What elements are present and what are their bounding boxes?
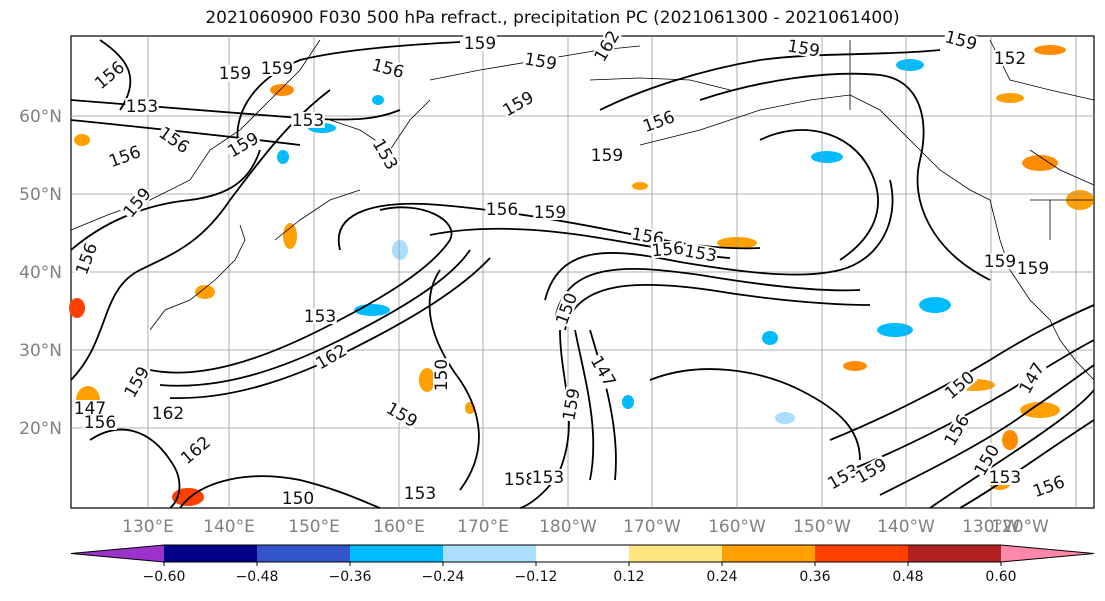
contour-label-text: 156 bbox=[651, 239, 685, 262]
lon-label: 150°E bbox=[288, 517, 340, 537]
lon-label: 170°E bbox=[457, 517, 509, 537]
colorbar-tick-label: 0.24 bbox=[706, 569, 737, 585]
contour-lines bbox=[70, 39, 1095, 509]
contour-label-text: 159 bbox=[1017, 259, 1049, 279]
contour-label: 156 bbox=[630, 224, 666, 250]
lon-label: 130°E bbox=[122, 517, 174, 537]
colorbar-tick-label: −0.12 bbox=[515, 569, 558, 585]
contour-label: 153 bbox=[291, 111, 325, 131]
colorbar: −0.60 −0.48 −0.36 −0.24 −0.12 0.12 0.24 0.36 0.4… bbox=[70, 544, 1095, 585]
contour-label: 153 bbox=[403, 484, 437, 504]
colorbar-swatch bbox=[71, 545, 164, 562]
contour-label: 156 bbox=[485, 200, 519, 220]
contour-label-text: 153 bbox=[404, 484, 436, 504]
colorbar-swatch bbox=[257, 545, 350, 562]
colorbar-swatch bbox=[443, 545, 536, 562]
contour-label: 150 bbox=[281, 489, 315, 509]
contour-label-text: 159 bbox=[534, 203, 566, 223]
contour-label: 162 bbox=[151, 404, 185, 424]
contour-label: 159 bbox=[590, 146, 624, 166]
colorbar-tick-label: 0.36 bbox=[799, 569, 830, 585]
contour-label: 159 bbox=[463, 34, 497, 54]
contour-label-text: 150 bbox=[282, 489, 314, 509]
lat-label: 50°N bbox=[19, 185, 62, 205]
contour-label: 159 bbox=[533, 203, 567, 223]
colorbar-swatch bbox=[164, 545, 257, 562]
lat-label: 40°N bbox=[19, 263, 62, 283]
colorbar-swatch bbox=[350, 545, 443, 562]
colorbar-tick-label: 0.12 bbox=[613, 569, 644, 585]
lon-label: 170°W bbox=[623, 517, 681, 537]
contour-label-text: 159 bbox=[464, 34, 496, 54]
contour-label: 159 bbox=[260, 59, 294, 79]
contour-label-text: 153 bbox=[126, 97, 158, 117]
contour-label: 159 bbox=[559, 386, 585, 422]
contour-label-text: 153 bbox=[292, 111, 324, 131]
contour-label-text: 153 bbox=[989, 468, 1021, 488]
colorbar-tick-label: −0.36 bbox=[329, 569, 372, 585]
lon-label: 180°W bbox=[539, 517, 597, 537]
colorbar-swatch bbox=[1001, 545, 1094, 562]
coastlines bbox=[70, 39, 1095, 381]
contour-label: 153 bbox=[988, 468, 1022, 488]
contour-label-text: 162 bbox=[152, 404, 184, 424]
contour-label: 159 bbox=[983, 252, 1017, 272]
lon-label: 140°E bbox=[203, 517, 255, 537]
lon-label: 130°W bbox=[962, 517, 1020, 537]
contour-label-text: 158 bbox=[504, 470, 536, 490]
colorbar-swatch bbox=[908, 545, 1001, 562]
colorbar-tick-label: −0.24 bbox=[422, 569, 465, 585]
contour-label: 156 bbox=[106, 142, 144, 172]
lon-label: 120°W bbox=[991, 517, 1049, 537]
colorbar-tick-label: 0.48 bbox=[892, 569, 923, 585]
contour-label-text: 159 bbox=[219, 64, 251, 84]
contour-label: 156 bbox=[83, 413, 117, 433]
longitude-labels: 130°E 140°E 150°E 160°E 170°E 180°W 170°… bbox=[122, 517, 1049, 537]
colorbar-swatch bbox=[722, 545, 815, 562]
contour-label: 159 bbox=[786, 36, 822, 62]
contour-label-text: 159 bbox=[261, 59, 293, 79]
lon-label: 140°W bbox=[877, 517, 935, 537]
contour-label-text: 150 bbox=[432, 359, 452, 391]
contour-label: 159 bbox=[218, 64, 252, 84]
contour-label: 153 bbox=[531, 468, 565, 488]
contour-label: 159 bbox=[1016, 259, 1050, 279]
contour-label: 153 bbox=[125, 97, 159, 117]
contour-label-text: 153 bbox=[304, 307, 336, 327]
lon-label: 150°W bbox=[793, 517, 851, 537]
lat-label: 20°N bbox=[19, 419, 62, 439]
contour-label-text: 159 bbox=[591, 146, 623, 166]
contour-label-text: 159 bbox=[984, 252, 1016, 272]
colorbar-swatch bbox=[815, 545, 908, 562]
contour-label-text: 153 bbox=[532, 468, 564, 488]
contour-label-text: 156 bbox=[84, 413, 116, 433]
colorbar-swatch bbox=[629, 545, 722, 562]
contour-label-text: 156 bbox=[486, 200, 518, 220]
lon-label: 160°W bbox=[708, 517, 766, 537]
contour-label: 150 bbox=[432, 358, 452, 392]
contour-label: 158 bbox=[503, 470, 537, 490]
lat-label: 30°N bbox=[19, 341, 62, 361]
latitude-labels: 20°N 30°N 40°N 50°N 60°N bbox=[19, 107, 62, 439]
contour-label: 152 bbox=[993, 49, 1027, 69]
lat-label: 60°N bbox=[19, 107, 62, 127]
colorbar-swatch bbox=[536, 545, 629, 562]
contour-label: 156 bbox=[650, 239, 686, 262]
colorbar-tick-label: −0.48 bbox=[236, 569, 279, 585]
contour-label-text: 152 bbox=[994, 49, 1026, 69]
contour-label: 153 bbox=[303, 307, 337, 327]
lon-label: 160°E bbox=[373, 517, 425, 537]
map-title: 2021060900 F030 500 hPa refract., precip… bbox=[205, 8, 900, 28]
colorbar-tick-label: −0.60 bbox=[143, 569, 186, 585]
colorbar-tick-label: 0.60 bbox=[985, 569, 1016, 585]
